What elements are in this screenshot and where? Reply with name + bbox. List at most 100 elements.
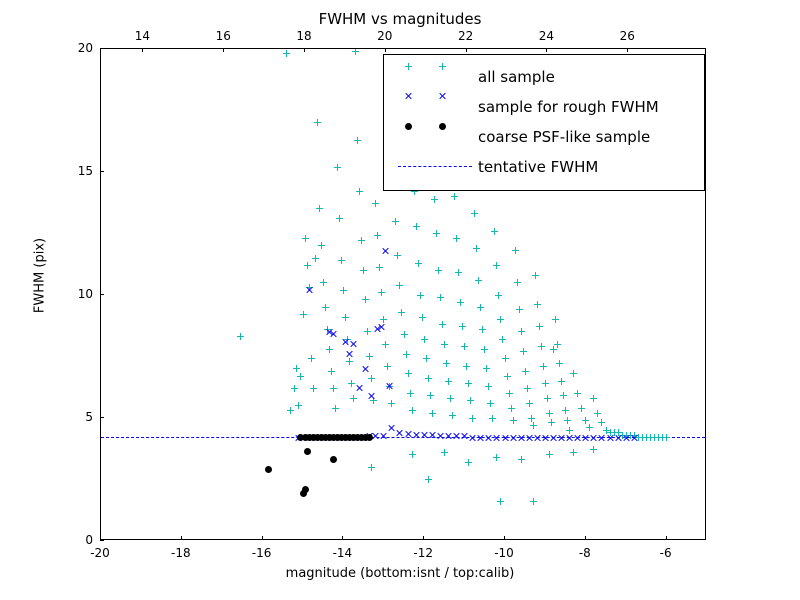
data-point — [517, 328, 525, 336]
y-axis-label: FWHM (pix) — [32, 237, 48, 314]
data-point — [578, 404, 586, 412]
data-point — [566, 434, 574, 442]
data-point — [366, 434, 374, 442]
data-point — [430, 195, 438, 203]
data-point — [299, 489, 307, 497]
data-point — [341, 313, 349, 321]
data-point — [507, 404, 515, 412]
data-point — [354, 434, 362, 442]
data-point — [392, 217, 400, 225]
data-point — [564, 416, 572, 424]
x-tick-mark-top — [546, 48, 548, 52]
x-tick-label-bottom: -12 — [413, 546, 433, 560]
x-tick-mark-bottom — [261, 536, 263, 540]
data-point — [527, 414, 535, 422]
x-tick-mark-bottom — [100, 536, 101, 540]
data-point — [535, 323, 543, 331]
data-point — [374, 232, 382, 240]
x-tick-label-top: 14 — [134, 29, 151, 43]
data-point — [333, 434, 341, 442]
data-point — [574, 389, 582, 397]
x-tick-mark-top — [465, 48, 467, 52]
data-point — [444, 377, 452, 385]
data-point — [327, 367, 335, 375]
data-point — [646, 434, 654, 442]
data-point — [283, 50, 291, 58]
data-point — [529, 421, 537, 429]
x-tick-label-bottom: -8 — [578, 546, 591, 560]
data-point — [337, 434, 345, 442]
data-point — [398, 308, 406, 316]
legend-label-rough-fwhm: sample for rough FWHM — [478, 98, 659, 116]
data-point — [598, 434, 606, 442]
data-point — [368, 463, 376, 471]
data-point — [428, 409, 436, 417]
data-point — [505, 389, 513, 397]
data-point — [303, 261, 311, 269]
data-point — [556, 360, 564, 368]
data-point — [382, 340, 390, 348]
data-point — [372, 200, 380, 208]
data-point — [477, 303, 485, 311]
data-point — [321, 303, 329, 311]
data-point — [479, 325, 487, 333]
data-point — [376, 264, 384, 272]
data-point — [622, 434, 630, 442]
data-point — [315, 205, 323, 213]
data-point — [598, 419, 606, 427]
data-point — [533, 301, 541, 309]
data-point — [541, 380, 549, 388]
legend-item-coarse-psf: coarse PSF-like sample — [394, 122, 694, 152]
data-point — [509, 416, 517, 424]
data-point — [501, 434, 509, 442]
data-point — [329, 456, 337, 464]
data-point — [416, 291, 424, 299]
data-point — [655, 434, 663, 442]
data-point — [469, 414, 477, 422]
data-point — [562, 407, 570, 415]
data-point — [317, 434, 325, 442]
data-point — [317, 242, 325, 250]
data-point — [529, 498, 537, 506]
data-point — [345, 357, 353, 365]
data-point — [642, 434, 650, 442]
data-point — [424, 375, 432, 383]
data-point — [630, 434, 638, 442]
data-point — [465, 380, 473, 388]
data-point — [368, 375, 376, 383]
data-point — [491, 227, 499, 235]
y-tick-mark — [100, 417, 104, 418]
data-point — [406, 389, 414, 397]
data-point — [606, 434, 614, 442]
data-point — [438, 321, 446, 329]
legend-symbol-plus — [394, 62, 478, 88]
data-point — [428, 431, 436, 439]
data-point — [418, 313, 426, 321]
data-point — [473, 244, 481, 252]
data-point — [525, 434, 533, 442]
legend-symbol-dashed-line — [394, 156, 478, 178]
x-tick-mark-bottom — [180, 536, 182, 540]
data-point — [461, 432, 469, 440]
data-point — [489, 414, 497, 422]
x-tick-mark-bottom — [423, 536, 425, 540]
data-point — [515, 306, 523, 314]
data-point — [412, 222, 420, 230]
data-point — [471, 210, 479, 218]
data-point — [570, 448, 578, 456]
chart-title: FWHM vs magnitudes — [318, 10, 482, 28]
data-point — [434, 266, 442, 274]
data-point — [485, 434, 493, 442]
data-point — [495, 291, 503, 299]
data-point — [299, 311, 307, 319]
data-point — [380, 316, 388, 324]
data-point — [426, 392, 434, 400]
data-point — [384, 362, 392, 370]
data-point — [311, 254, 319, 262]
data-point — [459, 323, 467, 331]
data-point — [485, 382, 493, 390]
data-point — [313, 434, 321, 442]
data-point — [477, 434, 485, 442]
data-point — [453, 432, 461, 440]
